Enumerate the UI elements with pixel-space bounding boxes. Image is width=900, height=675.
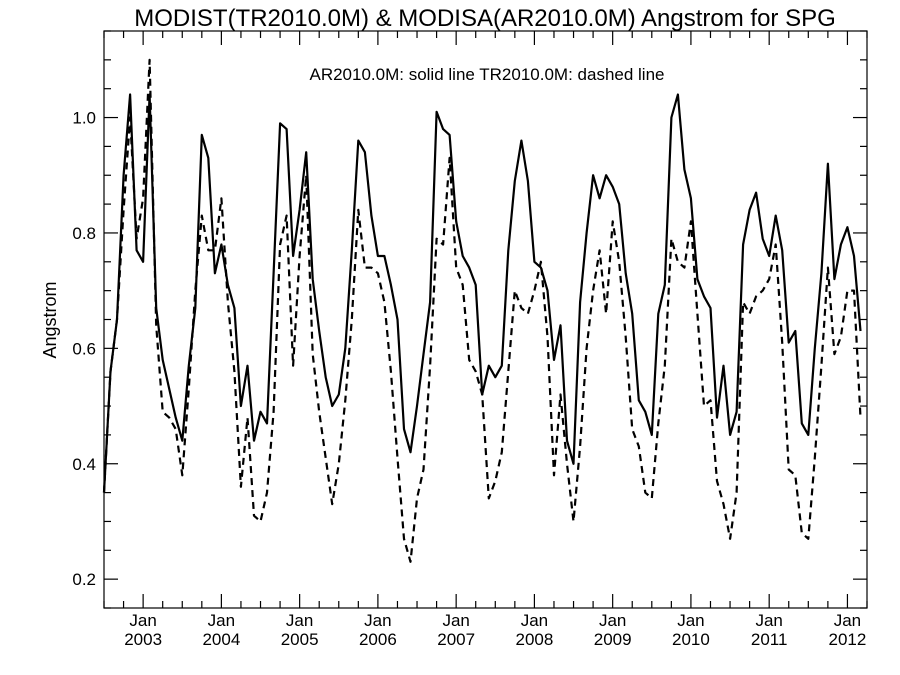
x-tick-label-year: 2003: [124, 630, 162, 649]
series-lines: [102, 58, 862, 563]
x-tick-label-month: Jan: [755, 611, 782, 630]
x-tick-label-year: 2004: [202, 630, 240, 649]
y-axis-label: Angstrom: [40, 281, 60, 358]
y-tick-label: 0.2: [72, 570, 96, 589]
axis-ticks: [103, 30, 868, 609]
plot-frame: [103, 30, 868, 609]
x-tick-labels: Jan2003Jan2004Jan2005Jan2006Jan2007Jan20…: [124, 611, 866, 649]
x-tick-label-year: 2010: [672, 630, 710, 649]
x-tick-label-month: Jan: [129, 611, 156, 630]
x-tick-label-year: 2007: [437, 630, 475, 649]
series-line-solid: [102, 93, 862, 493]
x-tick-label-year: 2005: [281, 630, 319, 649]
x-tick-label-year: 2012: [829, 630, 867, 649]
x-tick-label-year: 2006: [359, 630, 397, 649]
x-tick-label-month: Jan: [677, 611, 704, 630]
x-tick-label-month: Jan: [208, 611, 235, 630]
y-tick-label: 1.0: [72, 109, 96, 128]
y-tick-label: 0.6: [72, 339, 96, 358]
series-line-dashed: [102, 58, 862, 563]
x-tick-label-year: 2009: [594, 630, 632, 649]
x-tick-label-month: Jan: [286, 611, 313, 630]
y-tick-label: 0.4: [72, 455, 96, 474]
x-tick-label-month: Jan: [521, 611, 548, 630]
x-tick-label-month: Jan: [599, 611, 626, 630]
line-style-annotation: AR2010.0M: solid line TR2010.0M: dashed …: [309, 65, 664, 84]
x-tick-label-year: 2011: [751, 630, 788, 649]
x-tick-label-month: Jan: [364, 611, 391, 630]
y-tick-labels: 0.2 0.4 0.6 0.8 1.0: [72, 109, 96, 590]
x-tick-label-year: 2008: [515, 630, 553, 649]
chart-title: MODIST(TR2010.0M) & MODISA(AR2010.0M) An…: [134, 5, 836, 32]
y-tick-label: 0.8: [72, 224, 96, 243]
x-tick-label-month: Jan: [442, 611, 469, 630]
x-tick-label-month: Jan: [834, 611, 861, 630]
